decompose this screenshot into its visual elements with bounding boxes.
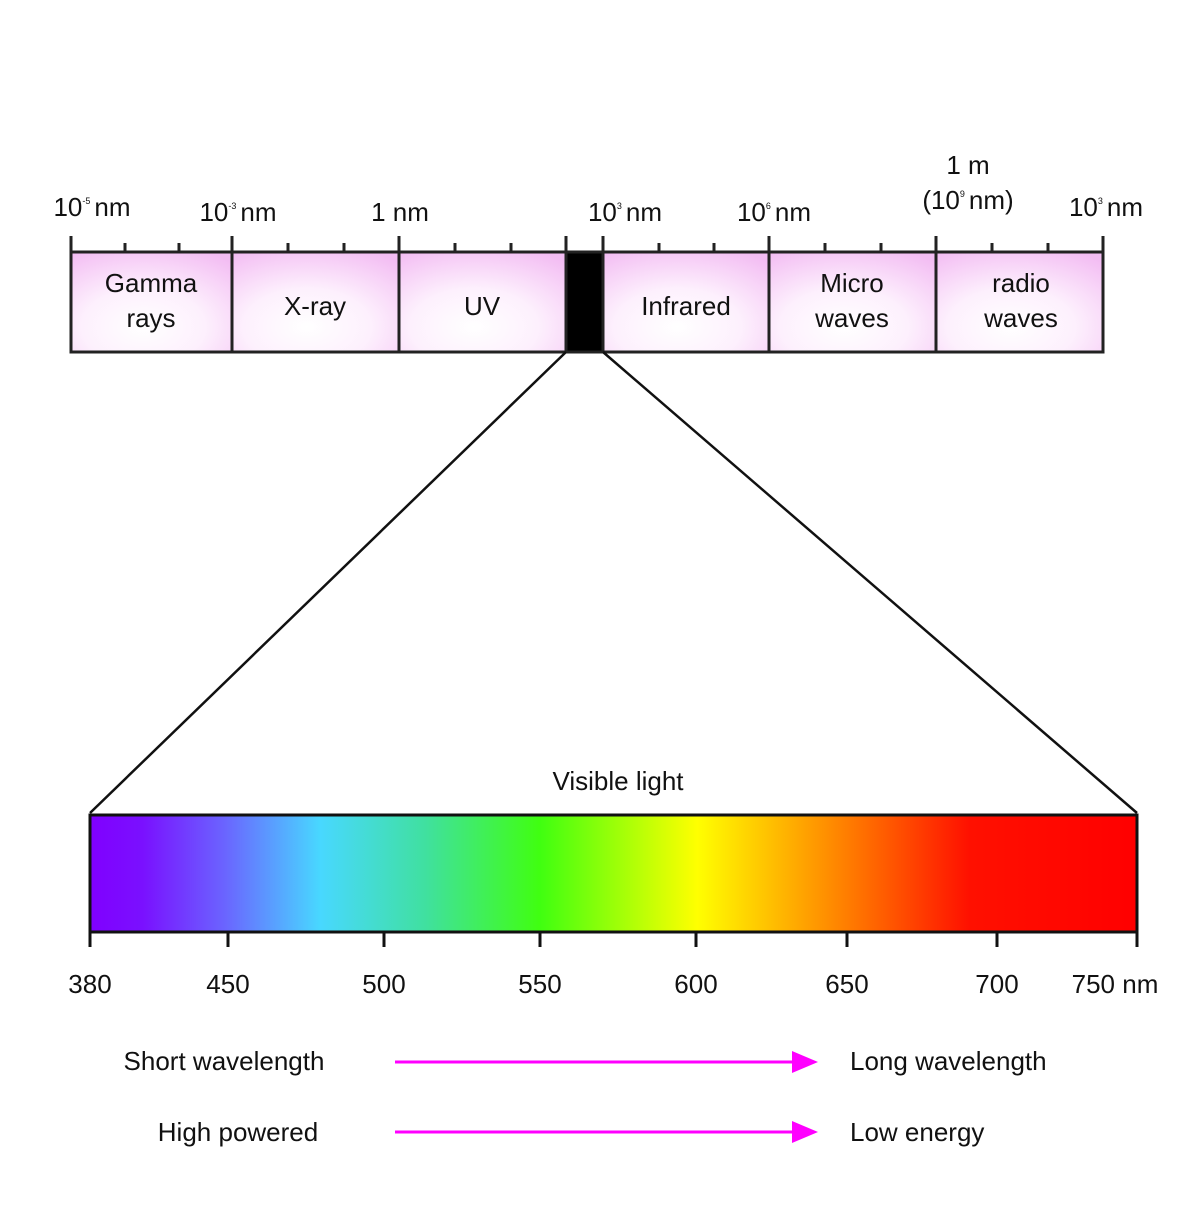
visible-spectrum <box>88 813 1139 934</box>
band-boxes <box>69 250 1105 354</box>
label-part: 10 <box>199 197 228 227</box>
scale-label: 103 nm <box>1069 192 1143 222</box>
wavelength-label: 500 <box>362 969 405 999</box>
band-box <box>230 250 401 354</box>
major-ticks <box>69 236 1105 252</box>
wavelength-label: 650 <box>825 969 868 999</box>
minor-ticks <box>123 243 1050 252</box>
label-part: nm <box>94 192 130 222</box>
band-name: Micro <box>820 268 884 298</box>
wavelength-label: 600 <box>674 969 717 999</box>
arrow-head <box>792 1051 818 1073</box>
scale-label: 103 nm <box>588 197 662 227</box>
label-part: nm) <box>969 185 1014 215</box>
wavelength-label: 550 <box>518 969 561 999</box>
visible-ticks <box>88 932 1139 947</box>
scale-label: 1 m <box>946 150 989 180</box>
scale-label: (109 nm) <box>922 185 1013 215</box>
scale-label: 1 nm <box>371 197 429 227</box>
arrow-head <box>792 1121 818 1143</box>
band-name: waves <box>814 303 889 333</box>
arrow-from: Short wavelength <box>124 1046 325 1076</box>
band-name: X-ray <box>284 291 346 321</box>
arrow-to: Long wavelength <box>850 1046 1047 1076</box>
label-part: 6 <box>766 201 771 211</box>
label-part: nm <box>240 197 276 227</box>
band-box <box>397 250 568 354</box>
label-part: 3 <box>617 201 622 211</box>
label-part: -5 <box>82 196 90 206</box>
zoom-lines <box>89 351 1138 814</box>
label-part: 10 <box>737 197 766 227</box>
wavelength-label: 450 <box>206 969 249 999</box>
label-part: nm <box>626 197 662 227</box>
scale-label: 10-5 nm <box>53 192 130 222</box>
band-name: Infrared <box>641 291 731 321</box>
scale-label: 106 nm <box>737 197 811 227</box>
arrow-to: Low energy <box>850 1117 984 1147</box>
label-part: nm <box>1107 192 1143 222</box>
arrow-from: High powered <box>158 1117 318 1147</box>
label-part: 10 <box>1069 192 1098 222</box>
wavelength-label: 380 <box>68 969 111 999</box>
band-box <box>601 250 771 354</box>
label-part: -3 <box>228 201 236 211</box>
label-part: 10 <box>588 197 617 227</box>
scale-ticks <box>69 236 1105 252</box>
band-name: radio <box>992 268 1050 298</box>
label-part: 9 <box>960 189 965 199</box>
band-box <box>69 250 234 354</box>
band-name: UV <box>464 291 501 321</box>
wavelength-label: 750 nm <box>1072 969 1159 999</box>
band-box <box>934 250 1105 354</box>
visible-title: Visible light <box>552 766 684 796</box>
wavelength-label: 700 <box>975 969 1018 999</box>
band-name: waves <box>983 303 1058 333</box>
label-part: 3 <box>1098 196 1103 206</box>
visible-band <box>564 250 605 354</box>
band-name: rays <box>126 303 175 333</box>
scale-label: 10-3 nm <box>199 197 276 227</box>
label-part: (10 <box>922 185 960 215</box>
band-box <box>767 250 938 354</box>
label-part: 10 <box>53 192 82 222</box>
band-name: Gamma <box>105 268 198 298</box>
label-part: nm <box>775 197 811 227</box>
